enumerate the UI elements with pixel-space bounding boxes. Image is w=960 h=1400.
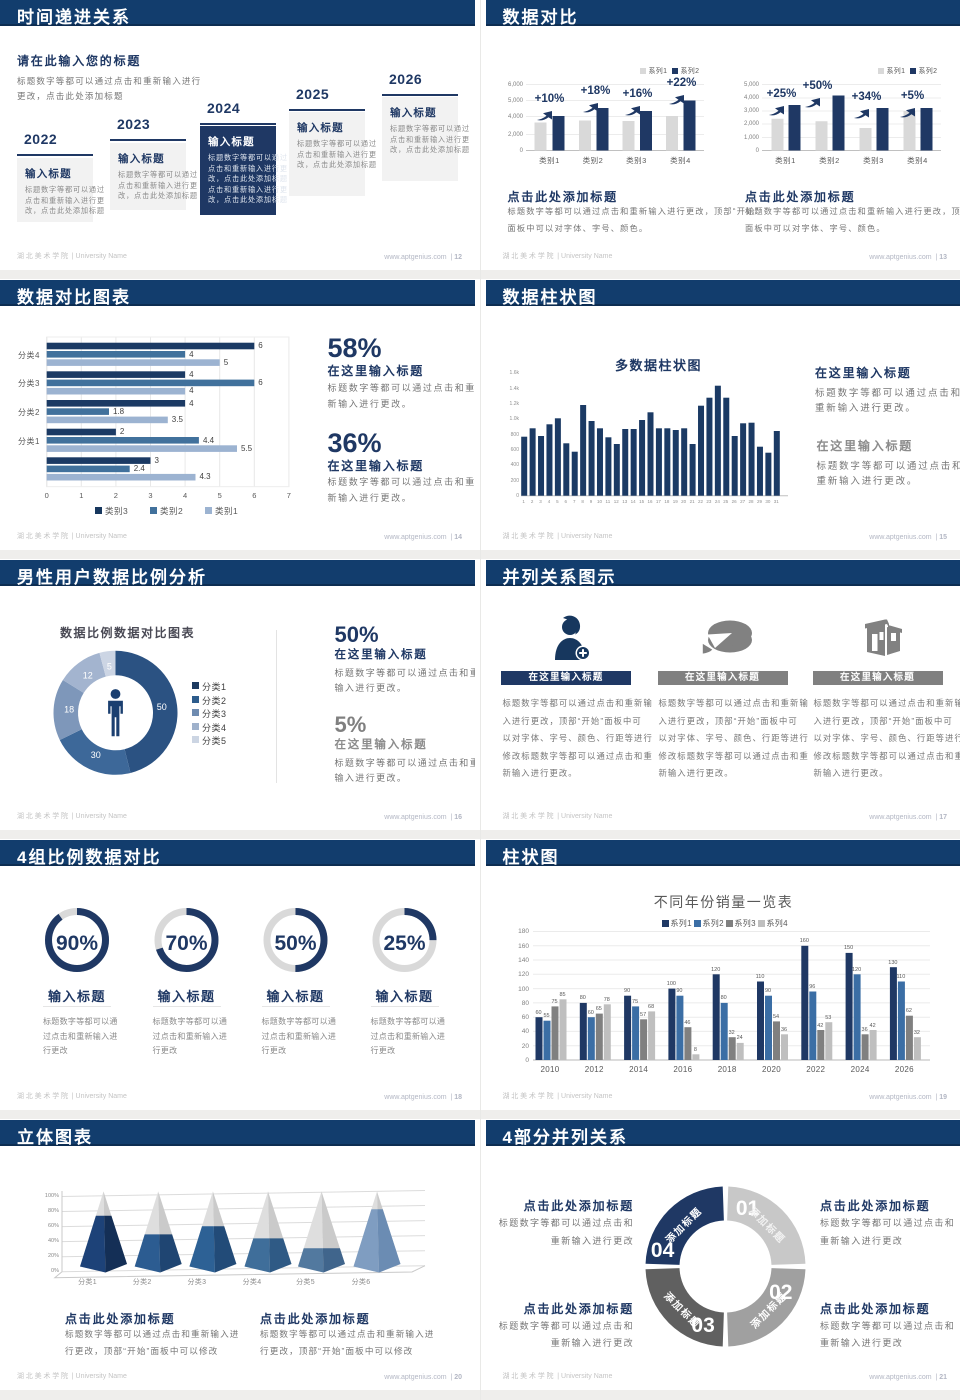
svg-text:50: 50 <box>157 702 167 712</box>
svg-text:12: 12 <box>83 670 93 680</box>
svg-text:5: 5 <box>107 662 112 672</box>
svg-text:18: 18 <box>64 705 74 715</box>
svg-text:30: 30 <box>91 750 101 760</box>
